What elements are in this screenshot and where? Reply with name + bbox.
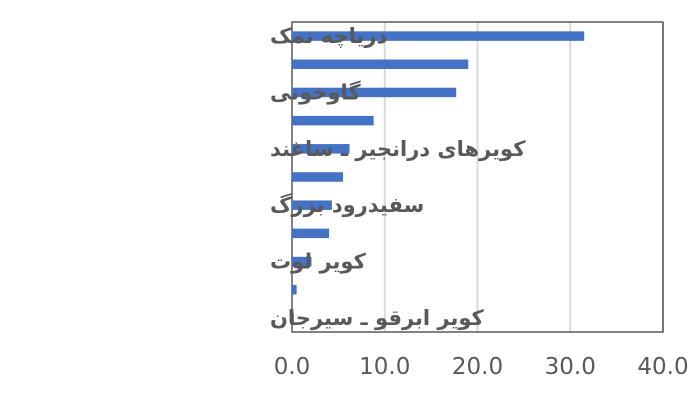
x-tick-label-0: 0.0 [274,354,311,380]
x-tick-label-2: 20.0 [452,354,503,380]
bar-0 [292,31,585,41]
bar-6 [292,200,332,210]
category-label-2: گاوخونی [270,79,361,104]
bar-8 [292,256,312,267]
category-label-8: کویر لوت [270,250,367,274]
bar-4 [292,144,350,154]
bar-7 [292,228,330,239]
bar-3 [292,115,374,126]
bar-9 [292,284,297,295]
bar-2 [292,87,457,98]
category-label-4: کویرهای درانجیر ـ ساغند [270,137,526,161]
category-label-6: سفیدرود بزرگ [270,192,424,217]
bar-10 [292,313,294,323]
category-label-0: دریاچه نمک [270,24,388,48]
x-tick-label-1: 10.0 [359,354,410,380]
category-label-10: کویر ابرقو ـ سیرجان [270,306,485,330]
bar-1 [292,59,469,70]
x-tick-label-3: 30.0 [545,354,596,380]
bar-5 [292,172,344,182]
x-tick-label-4: 40.0 [637,354,688,380]
